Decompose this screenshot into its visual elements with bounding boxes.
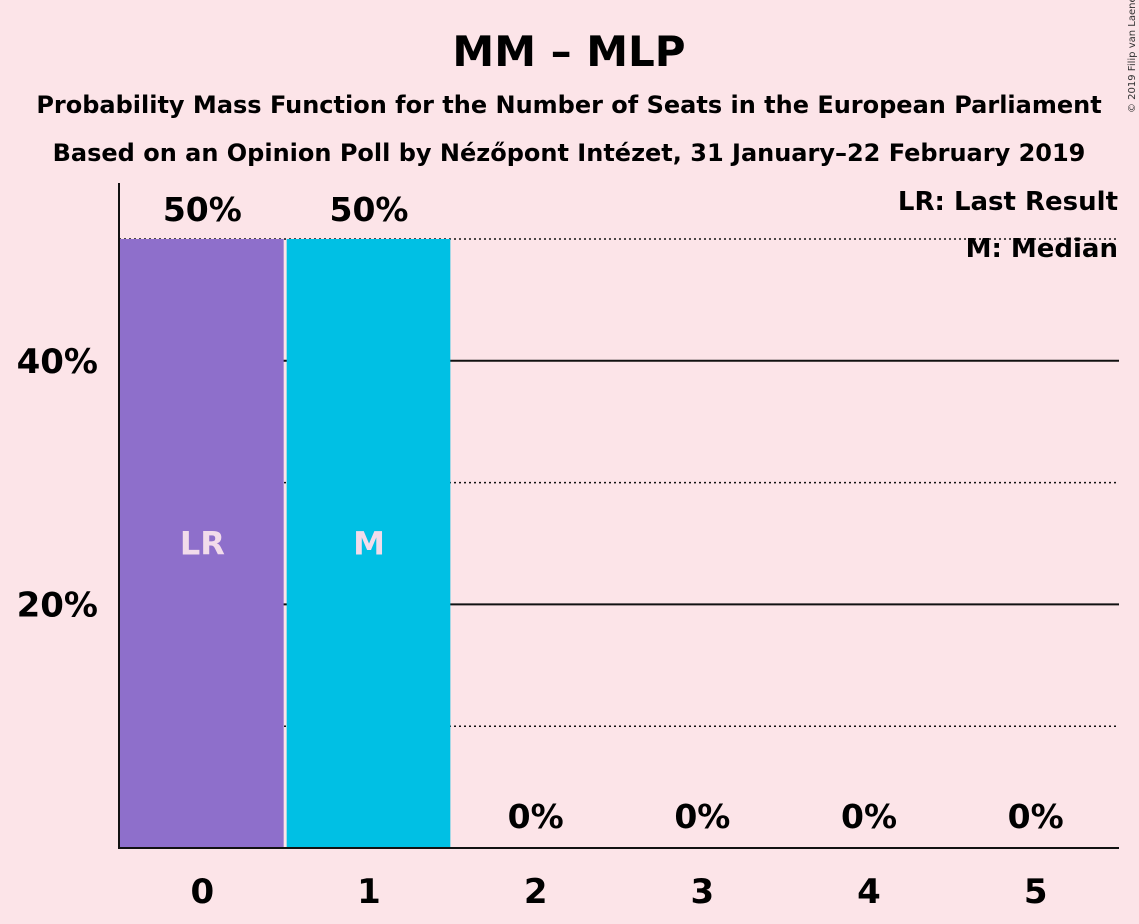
value-label-3: 0% (674, 797, 730, 836)
value-label-0: 50% (163, 190, 242, 229)
bar-1 (286, 239, 451, 848)
bars (120, 239, 451, 848)
legend-median: M: Median (966, 234, 1118, 264)
chart-subtitle-2: Based on an Opinion Poll by Nézőpont Int… (53, 139, 1086, 167)
y-tick-label: 40% (17, 342, 98, 382)
x-axis-ticks: 0 1 2 3 4 5 (190, 872, 1047, 912)
value-label-1: 50% (330, 190, 409, 229)
chart-subtitle-1: Probability Mass Function for the Number… (36, 91, 1101, 119)
y-axis-ticks: 20% 40% (17, 342, 98, 626)
x-tick-label: 5 (1024, 872, 1048, 912)
x-tick-label: 3 (691, 872, 715, 912)
value-label-5: 0% (1008, 797, 1064, 836)
y-tick-label: 20% (17, 585, 98, 625)
x-tick-label: 0 (190, 872, 214, 912)
chart-title: MM – MLP (452, 27, 685, 76)
x-tick-label: 4 (857, 872, 881, 912)
legend-last-result: LR: Last Result (898, 187, 1118, 217)
x-tick-label: 2 (524, 872, 548, 912)
bar-0 (120, 239, 284, 848)
grid-lines (119, 238, 1119, 727)
copyright-notice: © 2019 Filip van Laenen (1127, 0, 1138, 113)
value-label-4: 0% (841, 797, 897, 836)
x-tick-label: 1 (357, 872, 381, 912)
bar-labels: LR 50% M 50% 0% 0% 0% 0% (163, 190, 1064, 836)
value-label-2: 0% (508, 797, 564, 836)
bar-marker-1: M (353, 525, 385, 563)
bar-marker-0: LR (180, 525, 225, 563)
